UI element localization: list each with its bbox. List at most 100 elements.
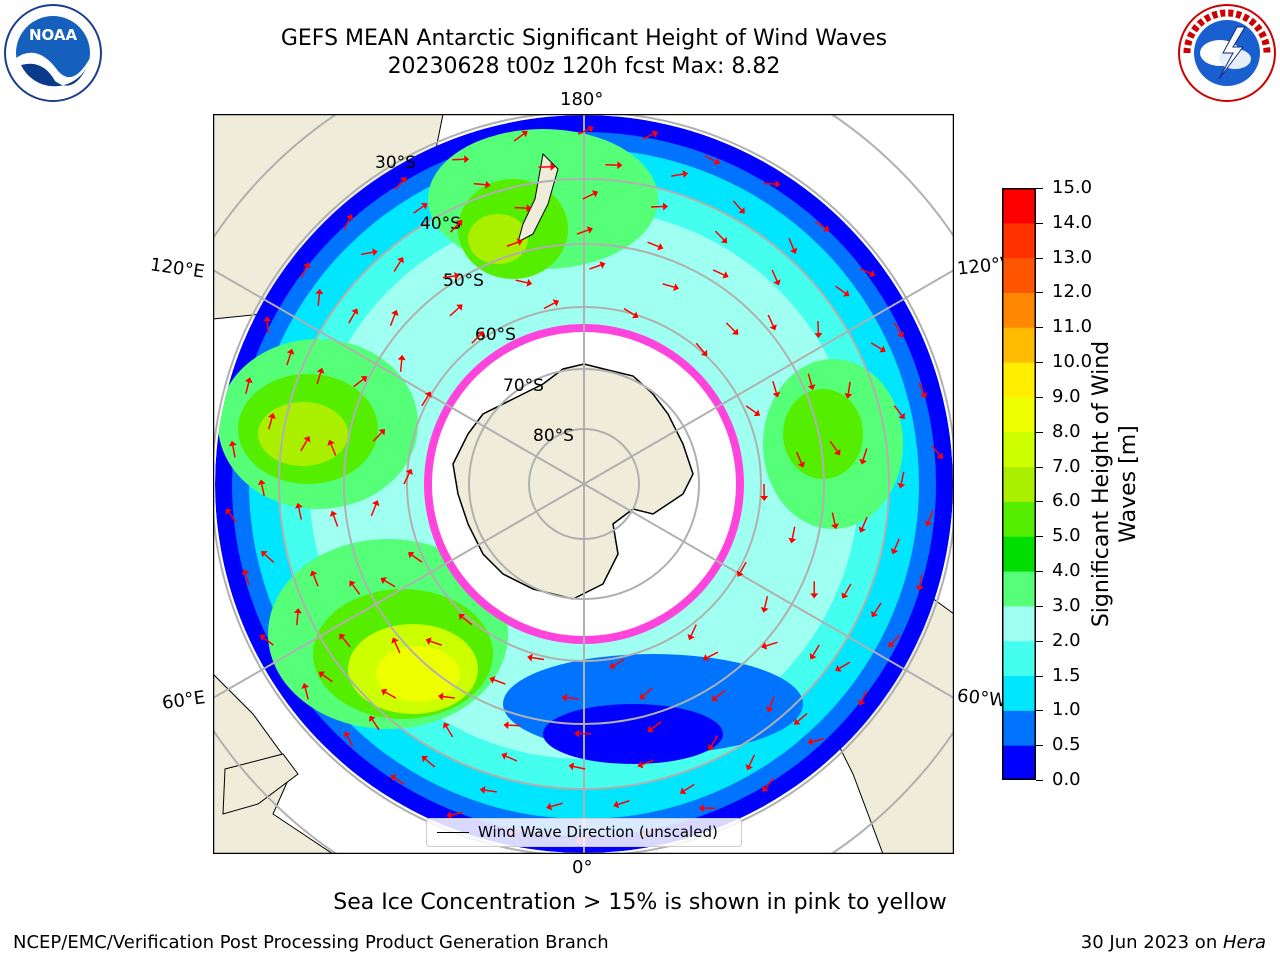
wind-wave-arrow-head [552, 299, 560, 307]
wind-wave-arrow-shaft [671, 173, 684, 177]
noaa-logo: NOAA [4, 4, 102, 102]
wind-wave-arrow-head [286, 348, 295, 355]
wind-wave-arrow-shaft [317, 293, 321, 306]
colorbar-tick-mark [1036, 501, 1043, 503]
colorbar [1002, 188, 1036, 780]
colorbar-tick-label: 0.5 [1052, 734, 1081, 756]
wind-wave-arrow-shaft [772, 381, 778, 393]
wind-wave-arrow-head [713, 157, 720, 165]
wind-wave-arrow-shaft [859, 267, 871, 275]
wind-wave-arrow-shaft [449, 223, 460, 233]
wind-wave-arrow-shaft [413, 205, 424, 214]
lon-label-120w: 120°W [956, 253, 1008, 280]
wind-wave-arrow-head [599, 261, 606, 269]
colorbar-tick-mark [1036, 466, 1043, 468]
legend-line-sample [437, 832, 469, 833]
wind-wave-arrow-shaft [788, 237, 795, 250]
wind-wave-arrow-head [294, 502, 303, 509]
wind-wave-arrow-head [568, 762, 575, 771]
wind-wave-arrow-head [915, 585, 924, 591]
wind-wave-arrow-shaft [831, 512, 836, 525]
wind-wave-arrow-head [673, 283, 680, 292]
wind-wave-arrow-head [521, 130, 528, 138]
wind-wave-arrow-shaft [732, 200, 743, 211]
colorbar-band [1002, 431, 1036, 468]
colorbar-tick-label: 1.0 [1052, 699, 1081, 721]
colorbar-band [1002, 362, 1036, 398]
wind-wave-arrow-head [421, 202, 428, 210]
colorbar-tick-mark [1036, 571, 1043, 573]
map-legend: Wind Wave Direction (unscaled) [426, 818, 742, 847]
wind-wave-arrow-head [349, 580, 356, 587]
wind-wave-arrow-head [339, 633, 346, 641]
colorbar-tick-label: 7.0 [1052, 455, 1081, 477]
polar-map: 30°S 40°S 50°S 60°S 70°S 80°S [213, 114, 954, 854]
colorbar-tick-label: 14.0 [1052, 211, 1093, 233]
colorbar-tick-label: 10.0 [1052, 351, 1093, 373]
colorbar-tick-label: 13.0 [1052, 246, 1093, 268]
wind-wave-arrow-head [397, 257, 404, 264]
footer-date-text: 30 Jun 2023 on [1080, 932, 1223, 953]
wind-wave-arrow-shaft [683, 783, 695, 792]
wind-wave-arrow-head [293, 608, 302, 614]
colorbar-tick-mark [1036, 396, 1043, 398]
wind-wave-arrow-head [550, 162, 556, 171]
wind-wave-arrow-head [346, 214, 354, 221]
colorbar-band [1002, 571, 1036, 607]
wind-wave-arrow-shaft [893, 538, 900, 550]
footer-date: 30 Jun 2023 on Hera [1081, 932, 1266, 953]
wind-wave-arrow-head [732, 328, 739, 335]
colorbar-tick-mark [1036, 745, 1043, 747]
wind-wave-arrow-head [766, 706, 774, 713]
colorbar-tick-mark [1036, 292, 1043, 294]
wind-wave-arrow-head [897, 482, 906, 489]
land-new-zealand [517, 152, 559, 243]
wind-wave-arrow-shaft [815, 220, 826, 229]
wind-wave-arrow-head [501, 752, 508, 760]
wind-wave-arrow-head [831, 523, 839, 530]
wind-wave-arrow-head [372, 248, 378, 257]
wind-wave-arrow-head [261, 550, 268, 558]
wind-wave-arrow-head [259, 634, 267, 641]
wind-wave-arrow-shaft [642, 133, 654, 140]
colorbar-tick-mark [1036, 780, 1043, 781]
wind-wave-arrow-shaft [812, 738, 825, 743]
wind-wave-arrow-shaft [893, 405, 903, 416]
wind-wave-arrow-shaft [807, 373, 813, 386]
wind-wave-arrow-shaft [493, 679, 506, 685]
wind-wave-arrow-shaft [385, 691, 397, 699]
wind-wave-arrow-shaft [514, 206, 527, 209]
wind-wave-arrow-shaft [266, 321, 269, 334]
wind-wave-arrow-shaft [228, 511, 237, 523]
colorbar-tick-label: 8.0 [1052, 420, 1081, 442]
noaa-logo-text: NOAA [29, 26, 78, 44]
wind-wave-arrow-shaft [745, 405, 757, 414]
colorbar-tick-label: 12.0 [1052, 281, 1093, 303]
colorbar-tick-label: 5.0 [1052, 525, 1081, 547]
colorbar-tick-mark [1036, 710, 1043, 712]
wind-wave-arrow-head [485, 180, 491, 189]
wind-wave-arrow-head [639, 692, 647, 700]
land-antarctica [452, 363, 694, 600]
chart-title: GEFS MEAN Antarctic Significant Height o… [280, 26, 888, 51]
wind-wave-arrow-shaft [442, 695, 455, 699]
wind-wave-arrow-shaft [411, 554, 423, 563]
wind-wave-arrow-shaft [471, 334, 481, 344]
nws-logo [1178, 4, 1276, 102]
wind-wave-arrow-shaft [829, 440, 838, 452]
wind-wave-arrow-shaft [573, 765, 586, 770]
wind-wave-arrow-shaft [384, 579, 396, 588]
wind-wave-arrow-shaft [765, 641, 778, 647]
wind-wave-arrow-head [702, 653, 710, 662]
wind-wave-arrow-shaft [927, 510, 934, 522]
wind-wave-arrow-head [244, 377, 253, 384]
wind-wave-arrow-shaft [576, 229, 589, 235]
wind-wave-arrow-shaft [931, 445, 941, 456]
wind-wave-arrow-shaft [296, 613, 299, 626]
wind-wave-arrow-shaft [508, 724, 521, 727]
wind-wave-arrow-head [587, 125, 594, 133]
wind-wave-arrow-shaft [264, 553, 275, 563]
wind-wave-arrow-head [329, 510, 338, 517]
wind-wave-arrow-shaft [767, 314, 774, 327]
wind-wave-arrow-head [489, 676, 496, 684]
